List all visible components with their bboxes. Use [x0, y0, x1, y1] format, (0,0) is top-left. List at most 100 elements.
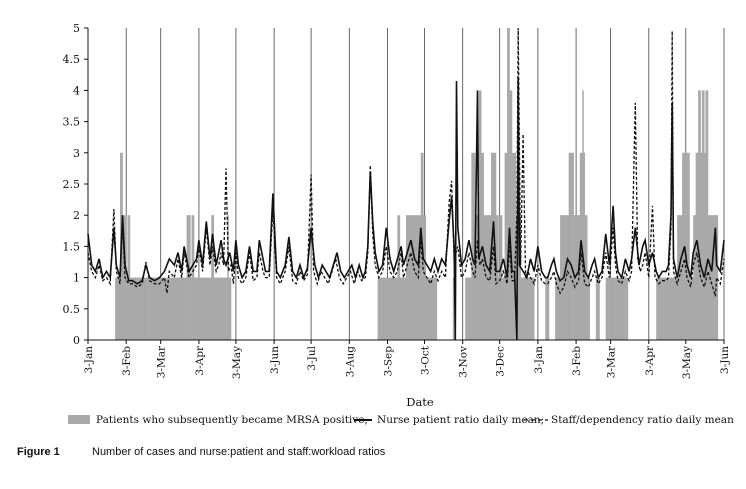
mrsa-bar	[150, 277, 153, 340]
y-tick-label: 4	[73, 84, 80, 97]
mrsa-bar	[503, 277, 505, 340]
mrsa-bar	[510, 90, 513, 341]
mrsa-bar	[144, 277, 147, 340]
mrsa-bar	[170, 277, 173, 340]
mrsa-bar	[567, 215, 569, 340]
mrsa-bar	[227, 215, 229, 340]
x-tick-label: 3-Feb	[121, 346, 133, 376]
mrsa-bar	[556, 277, 558, 340]
mrsa-bar	[117, 277, 120, 340]
mrsa-bar	[229, 277, 232, 340]
mrsa-bar	[195, 277, 197, 340]
mrsa-bar	[606, 277, 609, 340]
mrsa-bar	[471, 152, 473, 340]
mrsa-bar	[391, 277, 393, 340]
mrsa-bar	[452, 277, 455, 340]
mrsa-bar	[675, 277, 678, 340]
mrsa-bar	[693, 215, 695, 340]
mrsa-bar	[585, 215, 588, 340]
mrsa-bar	[523, 277, 525, 340]
mrsa-bar	[217, 277, 219, 340]
mrsa-bar	[557, 277, 560, 340]
mrsa-bar	[558, 277, 561, 340]
mrsa-bar	[565, 215, 567, 340]
mrsa-bar	[711, 215, 714, 340]
mrsa-bar	[184, 277, 186, 340]
mrsa-bar	[584, 215, 587, 340]
mrsa-bar	[197, 277, 200, 340]
mrsa-bar	[429, 277, 431, 340]
mrsa-bar	[669, 277, 672, 340]
mrsa-bar	[431, 277, 434, 340]
mrsa-bar	[205, 277, 207, 340]
mrsa-bar	[487, 215, 489, 340]
mrsa-bar	[115, 277, 117, 340]
mrsa-bar	[468, 277, 471, 340]
mrsa-bar	[196, 277, 198, 340]
mrsa-bar	[163, 277, 165, 340]
x-tick-label: 3-May	[231, 346, 243, 379]
mrsa-bar	[662, 277, 664, 340]
mrsa-bar	[609, 277, 611, 340]
mrsa-bar	[402, 277, 404, 340]
mrsa-bar	[207, 277, 210, 340]
mrsa-bar	[472, 152, 475, 340]
mrsa-bar	[397, 215, 399, 340]
mrsa-bar	[164, 277, 166, 340]
mrsa-bar	[168, 277, 170, 340]
mrsa-bar	[221, 277, 223, 340]
mrsa-bar	[152, 277, 154, 340]
mrsa-bar	[415, 215, 418, 340]
mrsa-bar	[404, 277, 407, 340]
mrsa-bar	[621, 277, 624, 340]
mrsa-bar	[383, 277, 386, 340]
mrsa-bar	[153, 277, 155, 340]
mrsa-bar	[546, 277, 549, 340]
y-tick-label: 2	[73, 209, 80, 222]
mrsa-bar	[202, 277, 205, 340]
mrsa-bar	[430, 277, 433, 340]
mrsa-bar	[159, 277, 162, 340]
mrsa-bar	[116, 277, 118, 340]
legend-label-mrsa: Patients who subsequently became MRSA po…	[96, 414, 368, 426]
mrsa-bar	[208, 277, 211, 340]
mrsa-bar	[223, 277, 226, 340]
mrsa-bar	[513, 152, 515, 340]
mrsa-bar	[691, 277, 694, 340]
mrsa-bar	[531, 277, 534, 340]
mrsa-bar	[560, 215, 562, 340]
mrsa-bar	[615, 277, 618, 340]
mrsa-bar	[434, 277, 436, 340]
mrsa-bar	[715, 215, 717, 340]
mrsa-bar	[206, 277, 208, 340]
mrsa-bar	[699, 90, 701, 341]
mrsa-bar	[663, 277, 666, 340]
mrsa-bar	[705, 90, 708, 341]
mrsa-bar	[625, 277, 627, 340]
mrsa-bar	[714, 215, 716, 340]
mrsa-bar	[688, 152, 690, 340]
mrsa-bar	[410, 215, 413, 340]
mrsa-bar	[488, 215, 491, 340]
mrsa-bar	[211, 215, 213, 340]
mrsa-bar	[377, 277, 380, 340]
mrsa-bar	[148, 277, 150, 340]
mrsa-bar	[435, 277, 438, 340]
mrsa-bar	[484, 215, 487, 340]
y-ticks: 0 0.5 1 1.5 2 2.5 3 3.5 4 4.5 5	[63, 22, 88, 347]
mrsa-bar	[659, 277, 662, 340]
mrsa-bar	[425, 277, 428, 340]
mrsa-bar	[212, 215, 215, 340]
mrsa-bar	[190, 277, 192, 340]
mrsa-bar	[407, 215, 409, 340]
mrsa-bar	[398, 215, 401, 340]
mrsa-bar	[219, 277, 222, 340]
mrsa-bar	[218, 277, 221, 340]
mrsa-bar	[673, 277, 675, 340]
mrsa-bar	[667, 277, 669, 340]
x-tick-label: 3-Mar	[606, 345, 618, 378]
y-tick-label: 5	[73, 22, 80, 35]
mrsa-bar	[616, 277, 619, 340]
mrsa-bar	[393, 277, 396, 340]
mrsa-bar	[149, 277, 152, 340]
